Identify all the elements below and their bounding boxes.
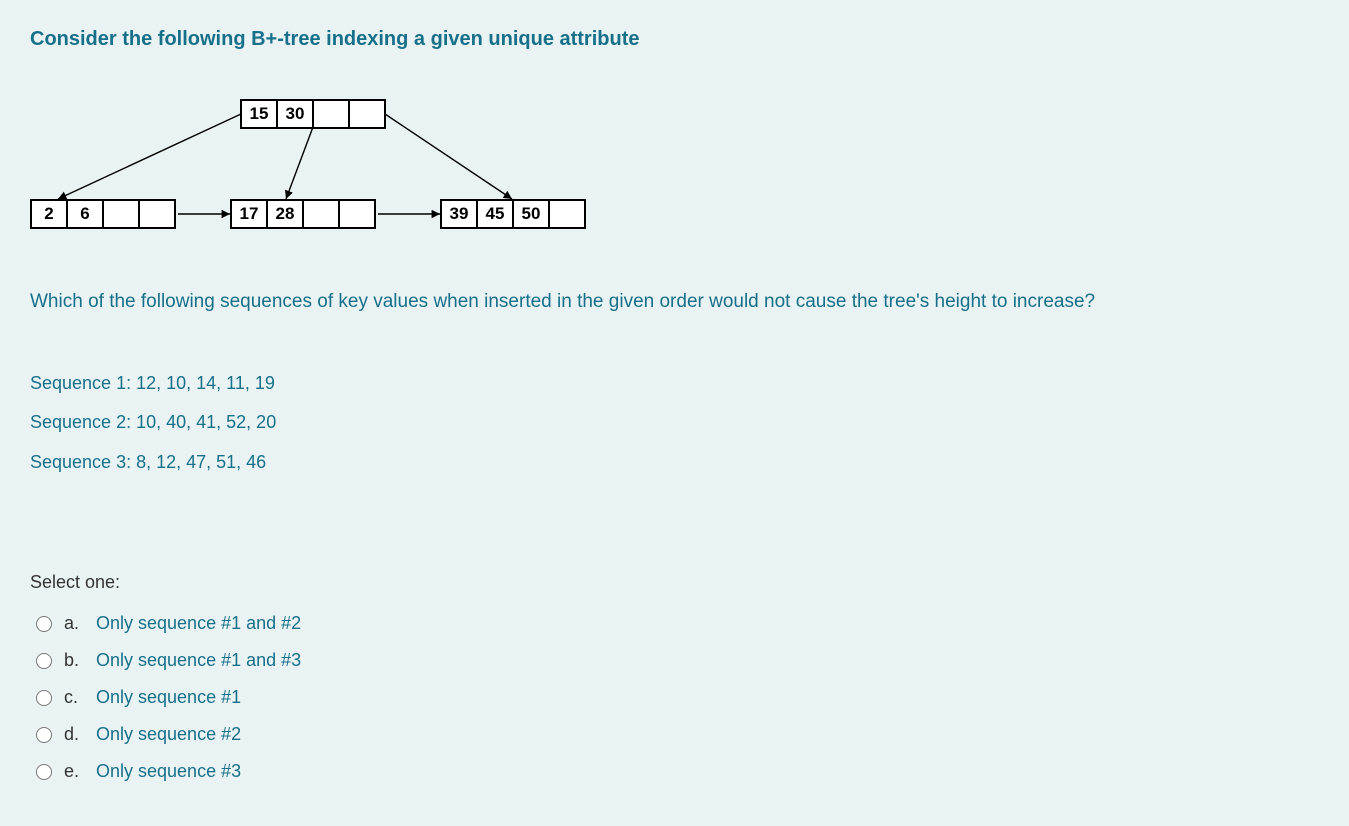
tree-cell: 30 [276, 99, 314, 129]
option-radio-a[interactable] [36, 616, 52, 632]
option-b: b. Only sequence #1 and #3 [30, 642, 1319, 679]
tree-cell [302, 199, 340, 229]
option-radio-e[interactable] [36, 764, 52, 780]
tree-leaf-node-0: 26 [30, 199, 176, 229]
tree-cell: 45 [476, 199, 514, 229]
option-text: Only sequence #1 and #2 [96, 613, 301, 634]
sequence-3: Sequence 3: 8, 12, 47, 51, 46 [30, 443, 1319, 483]
option-e: e. Only sequence #3 [30, 753, 1319, 790]
question-text: Which of the following sequences of key … [30, 289, 1319, 316]
option-letter: b. [64, 650, 84, 671]
sequence-list: Sequence 1: 12, 10, 14, 11, 19Sequence 2… [30, 364, 1319, 483]
option-radio-d[interactable] [36, 727, 52, 743]
sequence-1: Sequence 1: 12, 10, 14, 11, 19 [30, 364, 1319, 404]
option-letter: a. [64, 613, 84, 634]
tree-cell [138, 199, 176, 229]
tree-cell: 39 [440, 199, 478, 229]
option-radio-c[interactable] [36, 690, 52, 706]
sequence-2: Sequence 2: 10, 40, 41, 52, 20 [30, 403, 1319, 443]
tree-cell: 6 [66, 199, 104, 229]
tree-cell: 2 [30, 199, 68, 229]
option-c: c. Only sequence #1 [30, 679, 1319, 716]
select-one-label: Select one: [30, 572, 1319, 593]
option-radio-b[interactable] [36, 653, 52, 669]
tree-cell [312, 99, 350, 129]
tree-cell: 17 [230, 199, 268, 229]
option-text: Only sequence #1 [96, 687, 241, 708]
tree-cell [348, 99, 386, 129]
option-d: d. Only sequence #2 [30, 716, 1319, 753]
answer-options: a. Only sequence #1 and #2 b. Only sequence… [30, 605, 1319, 790]
option-text: Only sequence #1 and #3 [96, 650, 301, 671]
option-a: a. Only sequence #1 and #2 [30, 605, 1319, 642]
tree-cell: 50 [512, 199, 550, 229]
option-letter: d. [64, 724, 84, 745]
option-letter: c. [64, 687, 84, 708]
tree-cell [102, 199, 140, 229]
option-letter: e. [64, 761, 84, 782]
tree-cell: 28 [266, 199, 304, 229]
tree-cell [338, 199, 376, 229]
tree-root-node: 1530 [240, 99, 386, 129]
question-title: Consider the following B+-tree indexing … [30, 28, 1319, 51]
tree-leaf-node-1: 1728 [230, 199, 376, 229]
option-text: Only sequence #2 [96, 724, 241, 745]
tree-leaf-node-2: 394550 [440, 199, 586, 229]
option-text: Only sequence #3 [96, 761, 241, 782]
tree-cell: 15 [240, 99, 278, 129]
tree-cell [548, 199, 586, 229]
bplus-tree-diagram: 1530 26 1728 394550 [30, 99, 630, 239]
